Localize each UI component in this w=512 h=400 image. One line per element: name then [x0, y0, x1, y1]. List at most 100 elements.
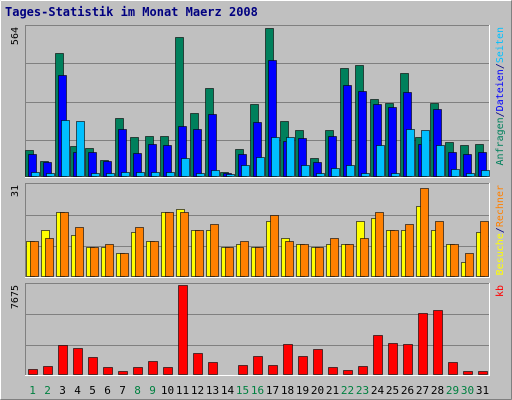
xtick-label-day-24: 24 [371, 384, 385, 397]
bar-seiten-day-21: Seiten 21: 35 [331, 168, 340, 177]
bar-rechner-day-9: Rechner 9: 12 [150, 241, 159, 277]
bar-kb-day-10: kb 10: 700 [163, 367, 173, 375]
xtick-label-day-18: 18 [281, 384, 294, 397]
bar-dateien-day-12: Dateien 12: 180 [193, 129, 202, 177]
panel-kb: 7675 kb 1: 500 kb 2: 800 kb 3: 2600 kb 4: 23… [10, 283, 506, 376]
bar-seiten-day-8: Seiten 8: 20 [136, 172, 145, 177]
bar-seiten-day-11: Seiten 11: 70 [181, 158, 190, 177]
bar-dateien-day-25: Dateien 25: 265 [388, 107, 397, 177]
bar-seiten-day-30: Seiten 30: 15 [466, 173, 475, 177]
xtick-label-day-26: 26 [401, 384, 414, 397]
bar-rechner-day-20: Rechner 20: 10 [315, 247, 324, 277]
legend-entry: / [495, 227, 506, 233]
bar-seiten-day-25: Seiten 25: 15 [391, 173, 400, 177]
bar-kb-day-8: kb 8: 650 [133, 367, 143, 375]
bar-seiten-day-9: Seiten 9: 20 [151, 172, 160, 177]
bar-rechner-day-13: Rechner 13: 18 [210, 224, 219, 277]
bar-kb-day-4: kb 4: 2300 [73, 348, 83, 375]
xtick-label-day-23: 23 [356, 384, 369, 397]
legend-requests: Anfragen/Dateien/Seiten [495, 27, 506, 166]
xtick-label-day-11: 11 [176, 384, 189, 397]
bar-kb-day-18: kb 18: 2650 [283, 344, 293, 375]
day-labels: 1 2 3 4 5 6 7 8 9 10 11 12 13 14 15 16 17 18 19 20 21 22 23 24 2… [29, 384, 489, 397]
xtick-label-day-27: 27 [416, 384, 429, 397]
bar-rechner-day-15: Rechner 15: 12 [240, 241, 249, 277]
bar-rechner-day-2: Rechner 2: 13 [45, 238, 54, 277]
bar-kb-day-15: kb 15: 850 [238, 365, 248, 375]
xtick-label-day-22: 22 [341, 384, 354, 397]
bar-seiten-day-22: Seiten 22: 45 [346, 165, 355, 177]
chart-title: Tages-Statistik im Monat Maerz 2008 [5, 5, 258, 19]
bar-kb-day-2: kb 2: 800 [43, 366, 53, 375]
bar-rechner-day-29: Rechner 29: 11 [450, 244, 459, 277]
ytick-label: 564 [10, 27, 21, 45]
bar-kb-day-9: kb 9: 1200 [148, 361, 158, 375]
bar-rechner-day-19: Rechner 19: 11 [300, 244, 309, 277]
bar-rechner-day-11: Rechner 11: 22 [180, 212, 189, 277]
bar-rechner-day-17: Rechner 17: 21 [270, 215, 279, 277]
xtick-label-day-7: 7 [119, 384, 126, 397]
bar-dateien-day-5: Dateien 5: 95 [88, 152, 97, 177]
bar-seiten-day-27: Seiten 27: 175 [421, 130, 430, 177]
bar-rechner-day-7: Rechner 7: 8 [120, 253, 129, 277]
bar-kb-day-5: kb 5: 1500 [88, 357, 98, 375]
bar-seiten-day-20: Seiten 20: 15 [316, 173, 325, 177]
bar-rechner-day-26: Rechner 26: 18 [405, 224, 414, 277]
bar-rechner-day-8: Rechner 8: 17 [135, 227, 144, 277]
bar-rechner-day-10: Rechner 10: 22 [165, 212, 174, 277]
bar-rechner-day-3: Rechner 3: 22 [60, 212, 69, 277]
xtick-label-day-9: 9 [149, 384, 156, 397]
bar-seiten-day-16: Seiten 16: 75 [256, 157, 265, 177]
bar-seiten-day-7: Seiten 7: 20 [121, 172, 130, 177]
bar-seiten-day-15: Seiten 15: 45 [241, 165, 250, 177]
bar-dateien-day-22: Dateien 22: 345 [343, 85, 352, 177]
legend-entry: Besuche [495, 233, 506, 275]
bar-kb-day-21: kb 21: 700 [328, 367, 338, 375]
bar-kb-day-13: kb 13: 1150 [208, 362, 218, 375]
bar-dateien-day-10: Dateien 10: 120 [163, 145, 172, 177]
legend-entry: / [495, 63, 506, 69]
bar-kb-day-16: kb 16: 1600 [253, 356, 263, 375]
bar-kb-day-25: kb 25: 2750 [388, 343, 398, 375]
bar-kb-day-11: kb 11: 7675 [178, 285, 188, 375]
bar-seiten-day-28: Seiten 28: 120 [436, 145, 445, 177]
bar-rechner-day-24: Rechner 24: 22 [375, 212, 384, 277]
xtick-label-day-4: 4 [74, 384, 81, 397]
bar-kb-day-1: kb 1: 500 [28, 369, 38, 375]
xtick-label-day-5: 5 [89, 384, 96, 397]
bar-seiten-day-10: Seiten 10: 20 [166, 172, 175, 177]
legend-entry: / [495, 111, 506, 117]
xtick-label-day-30: 30 [461, 384, 474, 397]
bar-dateien-day-13: Dateien 13: 235 [208, 114, 217, 177]
bar-rechner-day-28: Rechner 28: 19 [435, 221, 444, 277]
xtick-label-day-21: 21 [326, 384, 339, 397]
bar-kb-day-27: kb 27: 5300 [418, 313, 428, 375]
bar-rechner-day-22: Rechner 22: 11 [345, 244, 354, 277]
xtick-label-day-13: 13 [206, 384, 219, 397]
bar-seiten-day-6: Seiten 6: 15 [106, 173, 115, 177]
bar-rechner-day-27: Rechner 27: 30 [420, 188, 429, 277]
bar-seiten-day-14: Seiten 14: 10 [226, 174, 235, 177]
bar-seiten-day-2: Seiten 2: 15 [46, 173, 55, 177]
xtick-label-day-3: 3 [59, 384, 66, 397]
bar-rechner-day-5: Rechner 5: 10 [90, 247, 99, 277]
bar-kb-day-26: kb 26: 2650 [403, 344, 413, 375]
bar-kb-day-24: kb 24: 3400 [373, 335, 383, 375]
legend-entry: Rechner [495, 185, 506, 227]
bar-seiten-day-26: Seiten 26: 180 [406, 129, 415, 177]
xtick-label-day-12: 12 [191, 384, 204, 397]
bar-rechner-day-1: Rechner 1: 12 [30, 241, 39, 277]
bar-kb-day-22: kb 22: 450 [343, 370, 353, 375]
ytick-label: 7675 [10, 285, 21, 309]
bar-seiten-day-13: Seiten 13: 25 [211, 170, 220, 177]
bar-seiten-day-5: Seiten 5: 15 [91, 173, 100, 177]
bar-kb-day-31: kb 31: 350 [478, 371, 488, 375]
legend-entry: Dateien [495, 69, 506, 111]
bar-dateien-day-23: Dateien 23: 325 [358, 91, 367, 177]
bar-rechner-day-25: Rechner 25: 16 [390, 230, 399, 277]
bar-rechner-day-23: Rechner 23: 13 [360, 238, 369, 277]
